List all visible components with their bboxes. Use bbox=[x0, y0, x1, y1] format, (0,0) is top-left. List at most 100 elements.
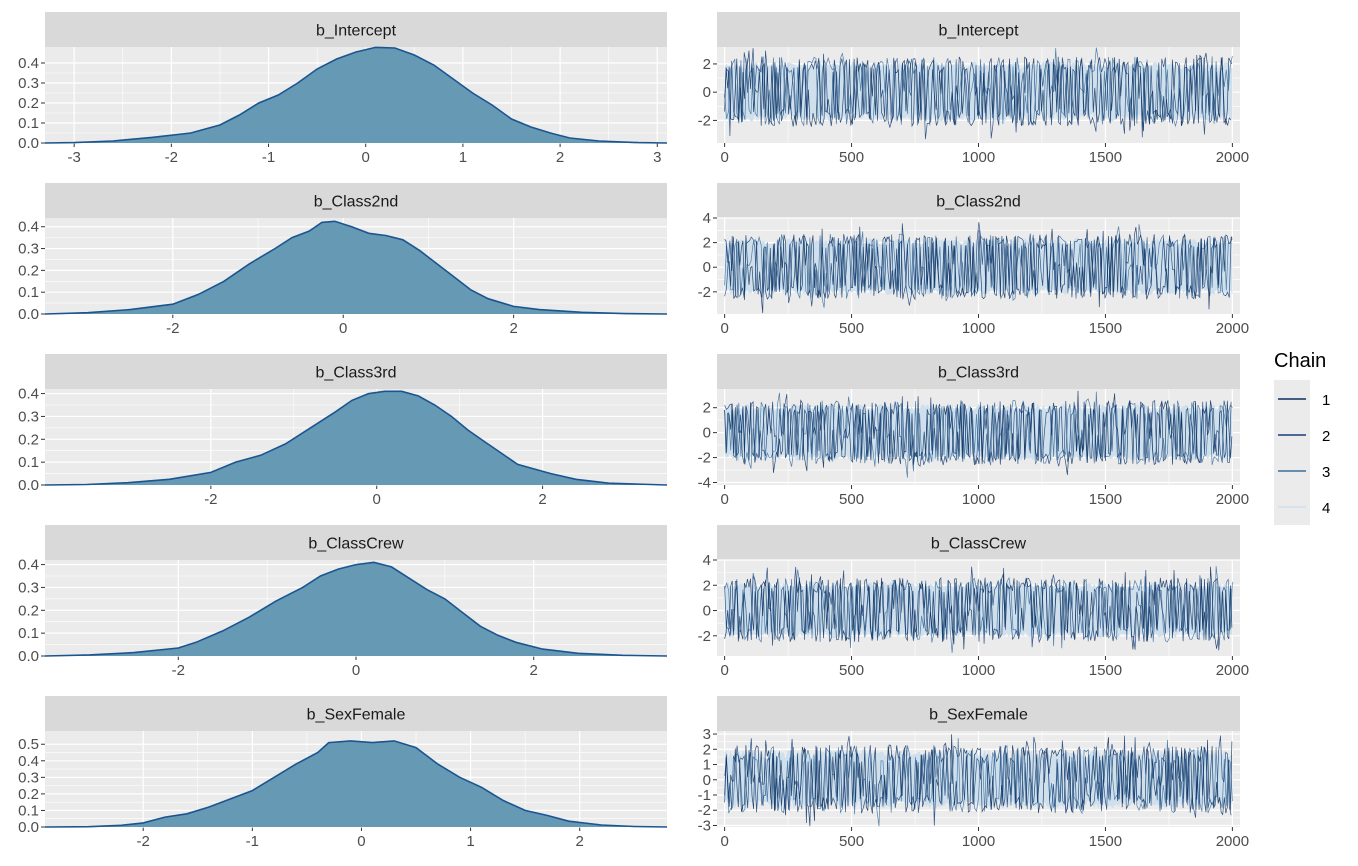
density-y-tick-label: 0.2 bbox=[18, 95, 39, 112]
trace-y-tick-label: 4 bbox=[703, 210, 711, 227]
density-y-tick-label: 0.2 bbox=[18, 431, 39, 448]
trace-x-tick-label: 1000 bbox=[962, 833, 995, 850]
trace-panel-b_Class2nd: b_Class2nd 0 500 1000 1500 2000 -2 0 2 4 bbox=[698, 183, 1249, 337]
trace-strip-label-b_ClassCrew: b_ClassCrew bbox=[931, 536, 1027, 553]
density-x-tick-label: 0 bbox=[339, 320, 347, 337]
trace-y-tick-label: 0 bbox=[703, 425, 711, 442]
density-y-tick-label: 0.2 bbox=[18, 786, 39, 803]
density-x-tick-label: -2 bbox=[137, 833, 150, 850]
density-x-tick-label: -1 bbox=[246, 833, 259, 850]
trace-x-tick-label: 1500 bbox=[1089, 662, 1122, 679]
trace-y-tick-label: 3 bbox=[703, 726, 711, 743]
density-y-tick-label: 0.0 bbox=[18, 477, 39, 494]
density-x-tick-label: -2 bbox=[204, 491, 217, 508]
density-y-tick-label: 0.0 bbox=[18, 819, 39, 836]
trace-chain-3-b_SexFemale bbox=[724, 738, 1233, 827]
density-y-tick-label: 0.4 bbox=[18, 386, 39, 403]
trace-chain-1-b_ClassCrew bbox=[724, 566, 1233, 650]
trace-x-tick-label: 2000 bbox=[1216, 833, 1249, 850]
density-curve-b_Intercept bbox=[44, 46, 668, 144]
trace-chain-3-b_Intercept bbox=[724, 47, 1233, 128]
density-area-b_Class2nd bbox=[45, 221, 667, 314]
trace-x-tick-label: 0 bbox=[720, 320, 728, 337]
trace-strip-b_Class2nd bbox=[717, 183, 1240, 218]
trace-strip-label-b_Intercept: b_Intercept bbox=[938, 23, 1019, 40]
density-x-tick-label: 0 bbox=[357, 833, 365, 850]
density-y-tick-label: 0.3 bbox=[18, 769, 39, 786]
trace-strip-label-b_Class3rd: b_Class3rd bbox=[938, 365, 1019, 382]
density-y-tick-label: 0.1 bbox=[18, 115, 39, 132]
density-y-tick-label: 0.2 bbox=[18, 262, 39, 279]
trace-strip-b_Intercept bbox=[717, 12, 1240, 47]
density-panel-b_SexFemale: b_SexFemale -2 -1 0 1 2 0.00.10.20.30.40.5 bbox=[18, 696, 668, 850]
density-y-tick-label: 0.3 bbox=[18, 75, 39, 92]
legend-label-2: 2 bbox=[1322, 428, 1330, 445]
density-area-b_SexFemale bbox=[45, 740, 667, 827]
trace-y-tick-label: 2 bbox=[703, 235, 711, 252]
legend-key-background bbox=[1274, 380, 1310, 525]
density-y-tick-label: 0.5 bbox=[18, 736, 39, 753]
trace-chain-3-b_Class2nd bbox=[724, 224, 1233, 308]
density-strip-label-b_SexFemale: b_SexFemale bbox=[307, 707, 406, 724]
density-x-tick-label: -1 bbox=[262, 149, 275, 166]
trace-panel-b_Intercept: b_Intercept 0 500 1000 1500 2000 -2 0 2 bbox=[698, 12, 1249, 166]
density-y-tick-label: 0.1 bbox=[18, 802, 39, 819]
density-x-tick-label: 2 bbox=[538, 491, 546, 508]
density-y-tick-label: 0.4 bbox=[18, 753, 39, 770]
density-x-tick-label: 2 bbox=[556, 149, 564, 166]
trace-y-tick-label: 2 bbox=[703, 741, 711, 758]
density-y-tick-label: 0.4 bbox=[18, 557, 39, 574]
chain-legend: Chain 1 2 3 4 bbox=[1274, 350, 1330, 525]
density-y-tick-label: 0.0 bbox=[18, 135, 39, 152]
trace-chain-4-band-b_Intercept bbox=[724, 61, 1233, 122]
trace-strip-b_SexFemale bbox=[717, 696, 1240, 731]
density-area-b_Class3rd bbox=[45, 391, 667, 485]
trace-chain-2-b_SexFemale bbox=[724, 735, 1232, 826]
density-curve-b_SexFemale bbox=[44, 740, 668, 828]
trace-chain-1-b_Class2nd bbox=[724, 227, 1233, 314]
density-panel-b_ClassCrew: b_ClassCrew -2 0 2 0.0 0.1 0.2 0.3 0.4 bbox=[18, 525, 668, 679]
density-strip-label-b_Intercept: b_Intercept bbox=[316, 23, 397, 40]
trace-x-tick-label: 2000 bbox=[1216, 662, 1249, 679]
density-strip-b_Class2nd bbox=[45, 183, 667, 218]
trace-x-tick-label: 1500 bbox=[1089, 491, 1122, 508]
trace-y-tick-label: -2 bbox=[698, 112, 711, 129]
trace-x-tick-label: 0 bbox=[720, 833, 728, 850]
trace-x-tick-label: 1000 bbox=[962, 491, 995, 508]
trace-x-tick-label: 1500 bbox=[1089, 833, 1122, 850]
density-y-tick-label: 0.0 bbox=[18, 648, 39, 665]
trace-x-tick-label: 500 bbox=[839, 833, 864, 850]
density-y-tick-label: 0.2 bbox=[18, 602, 39, 619]
trace-y-tick-label: 2 bbox=[703, 56, 711, 73]
trace-y-tick-label: 0 bbox=[703, 603, 711, 620]
trace-strip-b_ClassCrew bbox=[717, 525, 1240, 560]
density-strip-b_ClassCrew bbox=[45, 525, 667, 560]
legend-label-4: 4 bbox=[1322, 500, 1330, 517]
density-curve-b_Class2nd bbox=[44, 220, 668, 315]
trace-x-tick-label: 2000 bbox=[1216, 149, 1249, 166]
density-strip-b_Intercept bbox=[45, 12, 667, 47]
trace-x-tick-label: 500 bbox=[839, 662, 864, 679]
density-y-tick-label: 0.4 bbox=[18, 55, 39, 72]
density-panel-b_Class2nd: b_Class2nd -2 0 2 0.0 0.1 0.2 0.3 0.4 bbox=[18, 183, 668, 337]
trace-chain-2-b_Class3rd bbox=[724, 393, 1232, 467]
density-strip-label-b_ClassCrew: b_ClassCrew bbox=[308, 536, 404, 553]
trace-x-tick-label: 500 bbox=[839, 149, 864, 166]
density-y-tick-label: 0.4 bbox=[18, 219, 39, 236]
trace-chain-1-b_Intercept bbox=[724, 50, 1233, 132]
density-x-tick-label: 2 bbox=[530, 662, 538, 679]
trace-y-tick-label: 0 bbox=[703, 772, 711, 789]
density-x-tick-label: -2 bbox=[165, 149, 178, 166]
legend-label-1: 1 bbox=[1322, 392, 1330, 409]
density-x-tick-label: 1 bbox=[459, 149, 467, 166]
density-y-tick-label: 0.3 bbox=[18, 241, 39, 258]
trace-x-tick-label: 0 bbox=[720, 491, 728, 508]
trace-y-tick-label: -1 bbox=[698, 787, 711, 804]
trace-y-tick-label: -4 bbox=[698, 475, 711, 492]
trace-y-tick-label: -2 bbox=[698, 284, 711, 301]
trace-strip-label-b_SexFemale: b_SexFemale bbox=[929, 707, 1028, 724]
density-x-tick-label: 2 bbox=[509, 320, 517, 337]
trace-x-tick-label: 1000 bbox=[962, 320, 995, 337]
trace-x-tick-label: 1000 bbox=[962, 662, 995, 679]
